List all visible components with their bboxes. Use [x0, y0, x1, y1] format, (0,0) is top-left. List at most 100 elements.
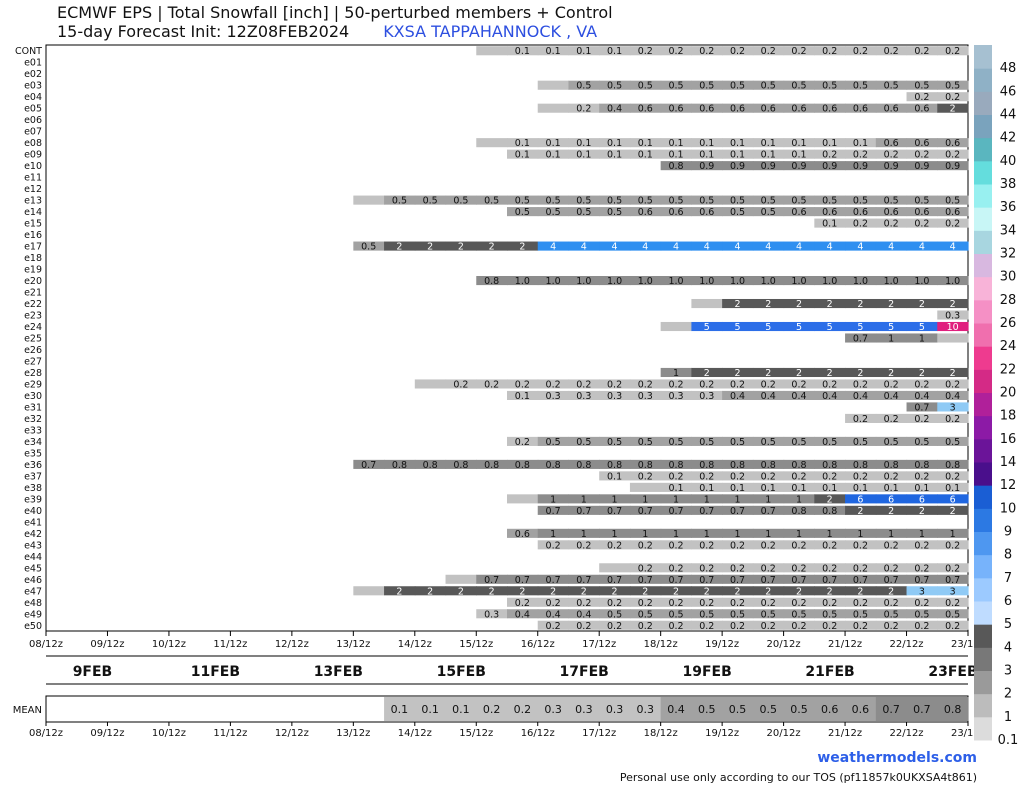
member-cell	[875, 413, 908, 423]
colorbar-swatch	[974, 276, 992, 301]
cell-value: 0.7	[945, 575, 960, 586]
cell-value: 1	[581, 529, 587, 540]
member-cell	[507, 138, 539, 148]
cell-value: 0.2	[638, 563, 653, 574]
member-label: e36	[24, 460, 42, 471]
cell-value: 2	[489, 586, 495, 597]
member-label: e03	[24, 81, 42, 92]
member-cell	[752, 586, 785, 596]
member-cell	[752, 540, 785, 550]
member-cell	[783, 298, 815, 309]
mean-cell	[568, 697, 600, 721]
cell-value: 0.1	[576, 150, 591, 161]
member-cell	[906, 298, 938, 309]
member-cell	[937, 459, 969, 469]
member-cell	[476, 46, 508, 56]
mean-x-tick-label: 15/12z	[459, 728, 493, 739]
member-cell	[783, 609, 815, 619]
member-cell	[906, 459, 938, 469]
member-cell	[691, 563, 723, 573]
cell-value: 0.2	[668, 540, 683, 551]
member-cell	[783, 597, 815, 607]
member-cell	[814, 276, 846, 286]
member-cell	[906, 563, 938, 573]
cell-value: 0.2	[791, 46, 806, 57]
cell-value: 2	[519, 242, 525, 253]
cell-value: 0.1	[668, 150, 683, 161]
cell-value: 0.2	[546, 379, 561, 390]
member-cell	[722, 505, 754, 515]
member-cell	[783, 195, 815, 205]
member-cell	[445, 459, 477, 469]
cell-value: 0.1	[730, 150, 745, 161]
cell-value: 0.6	[699, 104, 714, 115]
cell-value: 0.3	[546, 391, 561, 402]
cell-value: 6	[950, 494, 956, 505]
member-cell	[937, 540, 969, 550]
cell-value: 0.2	[638, 46, 653, 57]
cell-value: 0.2	[791, 598, 806, 609]
member-cell	[875, 207, 908, 217]
cell-value: 2	[796, 586, 802, 597]
member-cell	[937, 310, 969, 320]
member-label: e15	[24, 219, 42, 230]
cell-value: 0.1	[546, 46, 561, 57]
cell-value: 0.2	[853, 471, 868, 482]
member-cell	[752, 609, 785, 619]
member-label: e05	[24, 104, 42, 115]
cell-value: 0.2	[761, 379, 776, 390]
cell-value: 0.3	[945, 311, 960, 322]
member-cell	[906, 471, 938, 481]
member-cell	[906, 92, 938, 102]
member-cell	[537, 207, 570, 217]
member-cell	[752, 241, 785, 251]
member-cell	[814, 528, 846, 538]
cell-value: 0.8	[791, 460, 806, 471]
member-label: e47	[24, 586, 42, 597]
cell-value: 0.6	[730, 104, 745, 115]
cell-value: 2	[704, 368, 710, 379]
cell-value: 0.4	[822, 391, 837, 402]
mean-x-tick-label: 12/12z	[275, 728, 309, 739]
cell-value: 0.2	[945, 540, 960, 551]
member-cell	[537, 103, 570, 113]
brand-label[interactable]: weathermodels.com	[817, 750, 977, 766]
mean-value: 0.5	[759, 703, 777, 716]
cell-value: 0.7	[761, 506, 776, 517]
member-cell	[845, 413, 877, 423]
cell-value: 0.5	[699, 81, 714, 92]
colorbar-swatch	[974, 137, 992, 162]
member-cell	[783, 620, 815, 630]
cell-value: 0.2	[730, 379, 745, 390]
cell-value: 2	[673, 586, 679, 597]
member-label: e14	[24, 207, 42, 218]
x-tick-label: 15/12z	[459, 639, 493, 650]
cell-value: 0.2	[884, 46, 899, 57]
member-cell	[814, 161, 846, 171]
member-cell	[629, 597, 662, 607]
member-cell	[875, 528, 908, 538]
cell-value: 0.2	[638, 621, 653, 632]
member-cell	[568, 138, 600, 148]
cell-value: 0.2	[791, 379, 806, 390]
cell-value: 0.4	[607, 104, 622, 115]
member-label: e17	[24, 242, 42, 253]
cell-value: 0.4	[945, 391, 960, 402]
cell-value: 0.7	[699, 506, 714, 517]
cell-value: 0.6	[853, 104, 868, 115]
cell-value: 0.2	[822, 379, 837, 390]
mean-value: 0.6	[821, 703, 839, 716]
member-cell	[629, 528, 662, 538]
member-cell	[660, 103, 692, 113]
member-cell	[875, 80, 908, 90]
member-cell	[906, 276, 938, 286]
member-cell	[752, 597, 785, 607]
member-cell	[691, 276, 723, 286]
member-cell	[722, 390, 754, 400]
cell-value: 0.7	[546, 506, 561, 517]
cell-value: 0.1	[638, 150, 653, 161]
member-label: e11	[24, 173, 42, 184]
member-cell	[875, 241, 908, 251]
member-cell	[845, 436, 877, 446]
cell-value: 0.8	[392, 460, 407, 471]
